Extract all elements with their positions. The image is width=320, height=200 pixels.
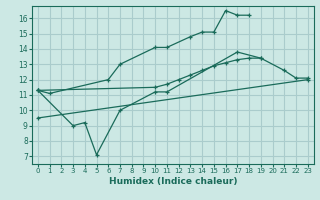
X-axis label: Humidex (Indice chaleur): Humidex (Indice chaleur) bbox=[108, 177, 237, 186]
